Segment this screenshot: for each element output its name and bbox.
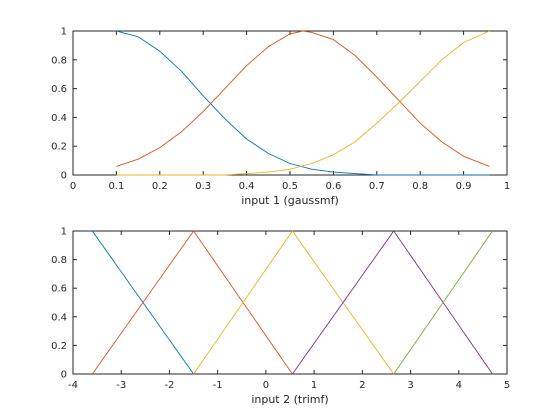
x-tick-label: 3 — [407, 380, 413, 391]
x-tick-label: 0.7 — [369, 181, 385, 192]
y-tick-label: 0 — [61, 171, 67, 182]
y-tick-label: 0.2 — [51, 341, 67, 352]
y-tick-label: 1 — [61, 227, 67, 238]
series-line-2 — [116, 30, 490, 167]
x-tick-label: 0 — [263, 380, 269, 391]
x-tick-label: 0.8 — [412, 181, 428, 192]
y-tick-label: 0.8 — [51, 255, 67, 266]
x-tick-label: 0.2 — [152, 181, 168, 192]
y-tick-label: 0.2 — [51, 142, 67, 153]
plot-input-2: input 2 (trimf) -4 -3 -2 -1 0 1 2 3 4 5 0 0.2 0.4 0.6… — [51, 227, 510, 407]
y-tick-label: 0.8 — [51, 55, 67, 66]
x-tick-label: -1 — [213, 380, 223, 391]
x-tick-label: 4 — [456, 380, 462, 391]
series-line-4 — [292, 230, 493, 375]
axes-box — [72, 230, 508, 375]
x-tick-label: 0.3 — [195, 181, 211, 192]
series-line-2 — [91, 230, 293, 375]
x-tick-label: 0.6 — [325, 181, 341, 192]
x-tick-label: 0.1 — [108, 181, 124, 192]
y-tick-label: 1 — [61, 27, 67, 38]
x-tick-label: 2 — [359, 380, 365, 391]
x-tick-label: 0.5 — [282, 181, 298, 192]
plot-input-1: input 1 (gaussmf) 0 0.1 0.2 0.3 0.4 0.5 0.6 0.7… — [51, 27, 510, 208]
series-line-5 — [393, 230, 493, 375]
x-tick-label: -2 — [164, 380, 174, 391]
x-axis-label: input 1 (gaussmf) — [241, 194, 339, 207]
y-tick-label: 0.4 — [51, 113, 67, 124]
axes-box — [72, 30, 508, 176]
y-tick-label: 0 — [61, 370, 67, 381]
x-axis-label: input 2 (trimf) — [251, 393, 328, 406]
x-tick-label: -3 — [116, 380, 126, 391]
series-line-3 — [116, 30, 490, 176]
x-tick-label: 0.9 — [456, 181, 472, 192]
series-line-3 — [193, 230, 395, 375]
x-tick-label: 5 — [504, 380, 510, 391]
y-tick-label: 0.6 — [51, 284, 67, 295]
x-tick-label: 1 — [504, 181, 510, 192]
x-tick-label: 0.4 — [239, 181, 255, 192]
y-tick-label: 0.6 — [51, 84, 67, 95]
x-tick-label: 0 — [70, 181, 76, 192]
x-tick-label: -4 — [68, 380, 78, 391]
x-tick-label: 1 — [311, 380, 317, 391]
y-tick-label: 0.4 — [51, 312, 67, 323]
